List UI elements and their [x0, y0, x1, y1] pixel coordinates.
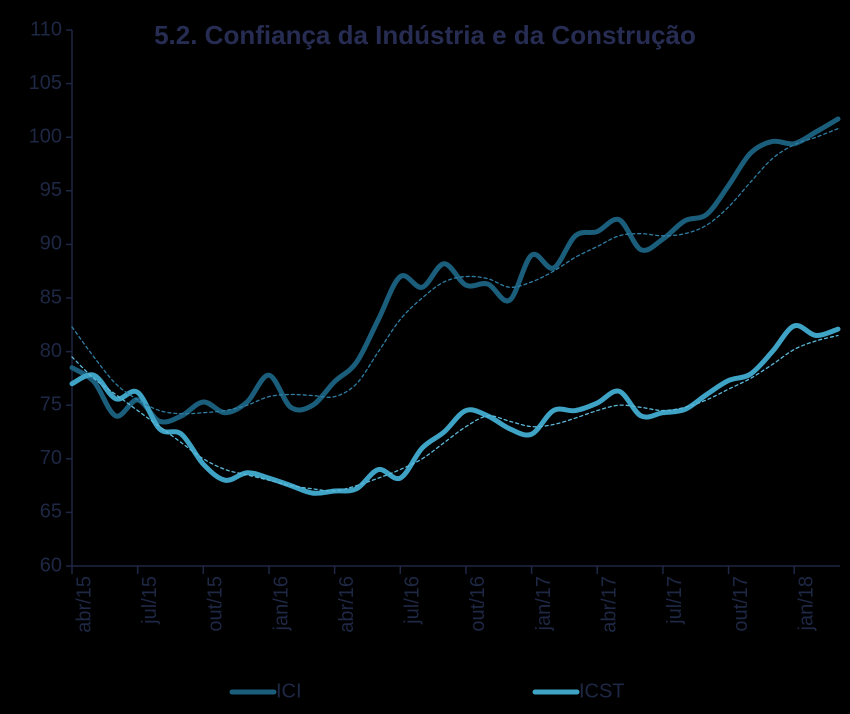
y-tick-label: 65 — [40, 501, 62, 523]
legend-label: ICST — [579, 680, 625, 702]
y-tick-label: 85 — [40, 286, 62, 308]
x-tick-label: abr/16 — [336, 576, 358, 633]
x-tick-label: jul/16 — [402, 576, 424, 625]
x-tick-label: abr/15 — [73, 576, 95, 633]
y-tick-label: 70 — [40, 447, 62, 469]
y-tick-label: 100 — [29, 125, 62, 147]
x-tick-label: out/17 — [730, 576, 752, 632]
x-tick-label: jan/18 — [796, 576, 818, 632]
x-tick-label: jul/15 — [139, 576, 161, 625]
series-line — [69, 323, 841, 496]
y-tick-label: 75 — [40, 393, 62, 415]
y-tick-label: 95 — [40, 179, 62, 201]
trend-line — [71, 334, 839, 492]
x-tick-label: jan/17 — [533, 576, 555, 632]
x-tick-label: jan/16 — [270, 576, 292, 632]
x-tick-label: abr/17 — [599, 576, 621, 633]
x-tick-label: jul/17 — [664, 576, 686, 625]
series-line — [69, 116, 841, 425]
chart-title: 5.2. Confiança da Indústria e da Constru… — [154, 20, 696, 50]
y-tick-label: 90 — [40, 233, 62, 255]
y-tick-label: 60 — [40, 554, 62, 576]
y-tick-label: 80 — [40, 340, 62, 362]
x-tick-label: out/16 — [467, 576, 489, 632]
y-tick-label: 105 — [29, 72, 62, 94]
x-tick-label: out/15 — [205, 576, 227, 632]
legend-label: ICI — [276, 680, 302, 702]
trend-line — [71, 127, 839, 415]
y-tick-label: 110 — [30, 18, 62, 40]
